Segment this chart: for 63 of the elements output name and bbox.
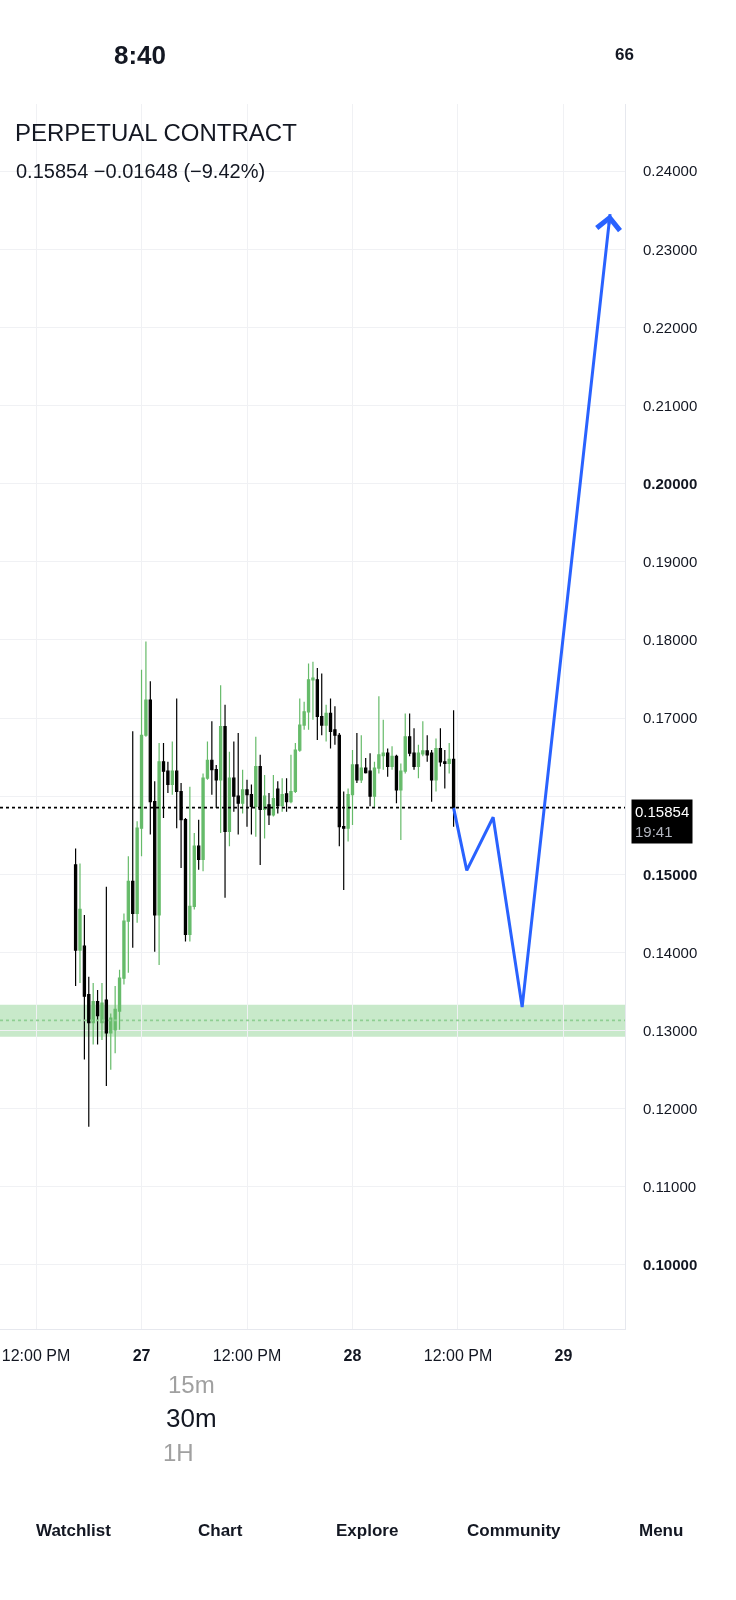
x-tick-label: 29 <box>554 1347 573 1365</box>
candlestick <box>196 819 201 871</box>
candlestick <box>320 672 324 736</box>
text: 0.15854 −0.01648 (−9.42%) <box>16 160 266 182</box>
candlestick <box>157 742 161 966</box>
y-tick-label: 0.11000 <box>643 1178 697 1196</box>
x-tick-label: 12:00 PM <box>423 1347 493 1365</box>
candlestick <box>271 774 276 818</box>
candlestick <box>240 769 245 814</box>
y-tick-label: 0.19000 <box>643 553 698 571</box>
candlestick <box>385 747 390 778</box>
candlestick <box>104 886 109 1087</box>
y-tick-label: 0.18000 <box>643 631 698 649</box>
candlestick <box>434 737 438 793</box>
text: PERPETUAL CONTRACT <box>15 119 298 147</box>
candlestick <box>355 732 359 784</box>
candlestick <box>170 740 174 796</box>
y-tick-label: 0.15000 <box>643 865 698 883</box>
ref-line-label: 0.15854 19:41 <box>635 803 690 840</box>
candlestick <box>73 847 78 987</box>
y-tick-label: 0.14000 <box>643 943 698 961</box>
x-tick-label: 12:00 PM <box>1 1347 71 1365</box>
y-tick-label: 0.13000 <box>643 1021 698 1039</box>
x-tick-label: 28 <box>343 1347 362 1365</box>
candlestick <box>91 982 95 1046</box>
text: 15m <box>168 1371 215 1398</box>
y-tick-label: 0.21000 <box>643 396 698 414</box>
candlestick <box>324 704 328 743</box>
y-tick-label: 0.22000 <box>643 318 698 336</box>
text: Menu <box>639 1521 684 1540</box>
candlestick <box>306 662 311 731</box>
candlestick <box>100 982 104 1041</box>
candlestick <box>280 777 284 813</box>
candlestick <box>390 745 394 771</box>
y-tick-label: 0.10000 <box>643 1256 698 1274</box>
text: Community <box>467 1521 562 1540</box>
x-tick-label: 27 <box>132 1347 151 1365</box>
candlestick <box>254 736 258 838</box>
candlestick <box>394 754 399 804</box>
text: Watchlist <box>36 1521 112 1540</box>
y-tick-label: 0.23000 <box>643 240 698 258</box>
candlestick <box>218 684 223 834</box>
text: Explore <box>336 1521 399 1540</box>
y-tick-label: 0.24000 <box>643 162 698 180</box>
text: 1H <box>163 1439 194 1466</box>
y-tick-label: 0.12000 <box>643 1099 698 1117</box>
candlestick <box>188 786 192 943</box>
candlestick <box>262 774 267 839</box>
text: 66 <box>615 45 634 64</box>
candlestick <box>227 751 232 847</box>
x-tick-label: 12:00 PM <box>212 1347 282 1365</box>
text: 30m <box>166 1403 217 1433</box>
text: 8:40 <box>114 40 167 70</box>
y-tick-label: 0.20000 <box>643 474 698 492</box>
y-tick-label: 0.17000 <box>643 709 698 727</box>
candlestick <box>78 862 82 984</box>
candlestick <box>328 697 333 750</box>
candlestick <box>359 734 363 784</box>
candlestick <box>95 989 100 1046</box>
candlestick <box>315 667 320 741</box>
candlestick <box>447 742 451 775</box>
text: Chart <box>198 1521 243 1540</box>
candlestick <box>368 752 372 807</box>
